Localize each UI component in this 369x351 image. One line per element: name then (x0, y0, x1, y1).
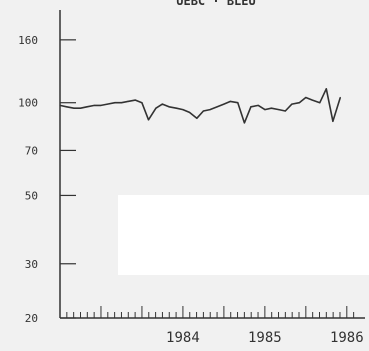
data-point (196, 117, 198, 119)
plot-highlight-region (118, 195, 369, 275)
data-point (168, 106, 170, 108)
data-point (73, 107, 75, 109)
data-point (311, 99, 313, 101)
data-point (339, 96, 341, 99)
data-point (264, 108, 266, 111)
data-point (93, 104, 96, 107)
data-point (291, 103, 293, 105)
data-point (202, 110, 205, 112)
x-tick-label: 1986 (330, 330, 364, 346)
data-point (209, 108, 211, 111)
data-point (243, 122, 245, 124)
data-point (127, 100, 129, 102)
x-tick-label: 1985 (248, 330, 282, 346)
series-line (59, 88, 342, 124)
data-point (79, 107, 82, 109)
data-point (229, 100, 232, 102)
chart-title: UEBC · BLEU (176, 0, 255, 8)
data-point (284, 110, 286, 112)
data-point (298, 102, 300, 104)
data-point (106, 103, 109, 105)
data-point (332, 120, 334, 122)
data-point (155, 107, 157, 109)
data-point (59, 104, 61, 107)
data-point (319, 102, 321, 104)
y-axis: 20 30 50 70 100 160 (18, 10, 76, 325)
data-point (114, 102, 116, 104)
y-tick-label: 160 (18, 34, 38, 47)
data-point (250, 106, 252, 108)
data-point (65, 106, 68, 108)
y-tick-label: 20 (25, 312, 38, 325)
data-point (305, 96, 307, 99)
data-point (270, 107, 273, 109)
x-axis: 1984 1985 1986 (59, 306, 365, 346)
x-tick-label: 1984 (166, 330, 200, 346)
data-point (175, 107, 177, 109)
data-point (86, 106, 88, 108)
y-tick-label: 50 (25, 189, 38, 202)
data-point (257, 104, 259, 107)
data-point (141, 102, 143, 104)
y-tick-label: 70 (25, 144, 38, 157)
data-point (216, 106, 218, 108)
data-point (120, 102, 123, 104)
data-point (100, 104, 102, 107)
series-group (59, 88, 342, 124)
data-point (161, 103, 164, 105)
data-point (223, 103, 225, 105)
data-point (325, 88, 327, 90)
data-point (237, 102, 239, 104)
data-point (278, 108, 280, 111)
data-point (182, 108, 184, 111)
data-point (147, 119, 150, 121)
y-tick-label: 30 (25, 258, 38, 271)
y-tick-label: 100 (18, 97, 38, 110)
data-point (188, 111, 191, 114)
data-point (134, 99, 136, 101)
